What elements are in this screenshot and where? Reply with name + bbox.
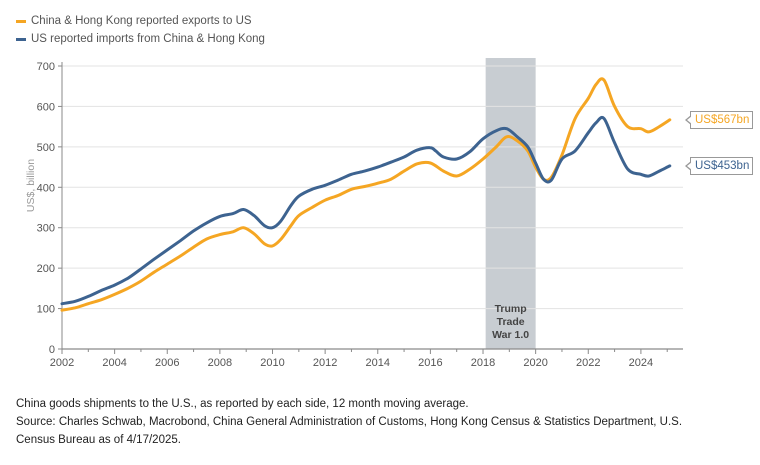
x-tick-label: 2014	[366, 357, 390, 369]
caption: China goods shipments to the U.S., as re…	[16, 395, 746, 449]
x-tick-label: 2016	[418, 357, 442, 369]
y-tick-label: 300	[37, 223, 55, 235]
y-tick-label: 400	[37, 182, 55, 194]
legend-label-exports: China & Hong Kong reported exports to US	[31, 15, 252, 27]
shaded-region-label-line: War 1.0	[492, 329, 529, 341]
shaded-region-label-line: Trade	[497, 316, 525, 328]
series-line-imports	[60, 115, 672, 306]
y-tick-label: 200	[37, 263, 55, 275]
x-tick-label: 2018	[471, 357, 495, 369]
axes: 0 100 200 300 400 500 600 700 2002 2004 2006 2008 20…	[25, 61, 683, 369]
x-tick-label: 2020	[523, 357, 547, 369]
caption-source: Source: Charles Schwab, Macrobond, China…	[16, 416, 683, 428]
y-tick-label: 0	[49, 344, 55, 356]
y-tick-label: 700	[37, 61, 55, 73]
y-tick-label: 500	[37, 142, 55, 154]
x-tick-label: 2022	[576, 357, 600, 369]
legend-item-exports: China & Hong Kong reported exports to US	[16, 12, 265, 30]
legend-label-imports: US reported imports from China & Hong Ko…	[31, 33, 265, 45]
legend-swatch-imports	[16, 37, 26, 41]
shaded-region-label-line: Trump	[495, 303, 527, 315]
legend-swatch-exports	[16, 19, 26, 23]
x-tick-label: 2010	[260, 357, 284, 369]
legend: China & Hong Kong reported exports to US…	[16, 12, 265, 48]
x-tick-label: 2008	[208, 357, 232, 369]
y-tick-label: 100	[37, 304, 55, 316]
x-tick-label: 2024	[629, 357, 653, 369]
series-line-exports	[60, 77, 672, 312]
x-tick-label: 2002	[50, 357, 74, 369]
caption-description: China goods shipments to the U.S., as re…	[16, 398, 469, 410]
end-value-callout-imports: US$453bn	[684, 156, 754, 175]
x-tick-label: 2012	[313, 357, 337, 369]
x-tick-label: 2004	[102, 357, 126, 369]
end-value-callout-exports: US$567bn	[684, 110, 754, 129]
gridlines	[62, 65, 683, 310]
y-axis-label: US$, billion	[25, 159, 37, 212]
series-lines	[60, 77, 672, 312]
caption-source-continued: Census Bureau as of 4/17/2025.	[16, 434, 181, 446]
y-tick-label: 600	[37, 101, 55, 113]
legend-item-imports: US reported imports from China & Hong Ko…	[16, 30, 265, 48]
x-tick-label: 2006	[155, 357, 179, 369]
